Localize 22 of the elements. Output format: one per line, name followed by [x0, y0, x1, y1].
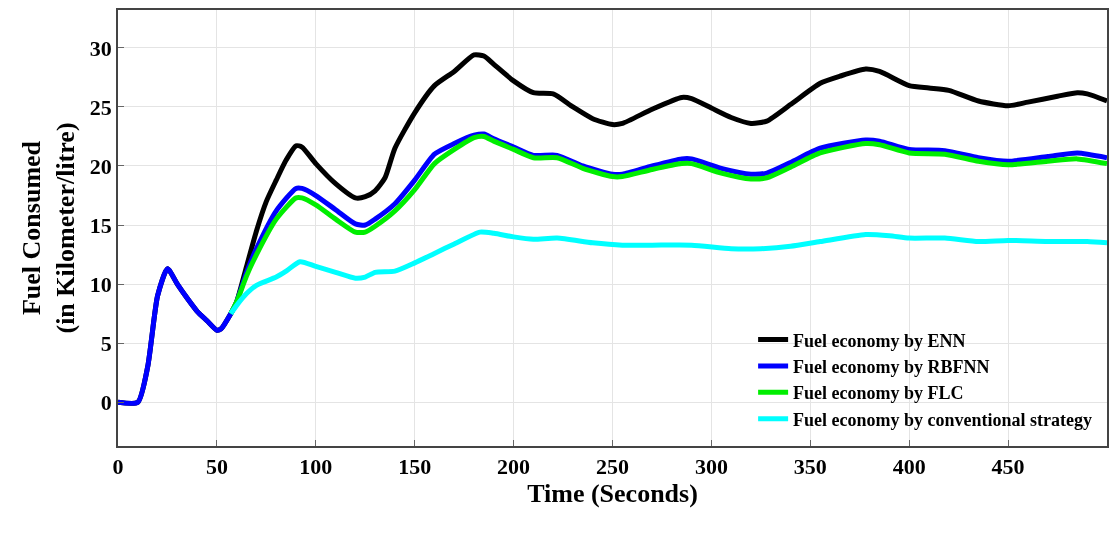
y-tick-label: 15	[89, 212, 112, 238]
legend-label: Fuel economy by RBFNN	[793, 356, 990, 377]
x-tick-label: 250	[596, 454, 629, 480]
x-axis-title: Time (Seconds)	[527, 479, 698, 509]
y-tick-label: 20	[89, 153, 112, 179]
legend-label: Fuel economy by ENN	[793, 330, 966, 351]
legend-label: Fuel economy by FLC	[793, 383, 964, 404]
y-tick-label: 30	[89, 35, 112, 61]
x-tick-label: 300	[694, 454, 728, 480]
x-tick-label: 150	[398, 454, 432, 480]
y-tick-label: 10	[89, 271, 112, 297]
y-tick-label: 25	[89, 94, 112, 120]
y-axis-title: Fuel Consumed (in Kilometer/litre)	[16, 122, 80, 334]
legend-label: Fuel economy by conventional strategy	[793, 409, 1093, 430]
x-tick-label: 450	[991, 454, 1025, 480]
y-tick-label: 5	[100, 330, 112, 356]
x-tick-label: 400	[892, 454, 926, 480]
x-tick-label: 350	[793, 454, 827, 480]
y-tick-label: 0	[100, 389, 112, 415]
x-tick-label: 200	[497, 454, 531, 480]
x-tick-label: 50	[205, 454, 228, 480]
x-tick-label: 100	[299, 454, 333, 480]
